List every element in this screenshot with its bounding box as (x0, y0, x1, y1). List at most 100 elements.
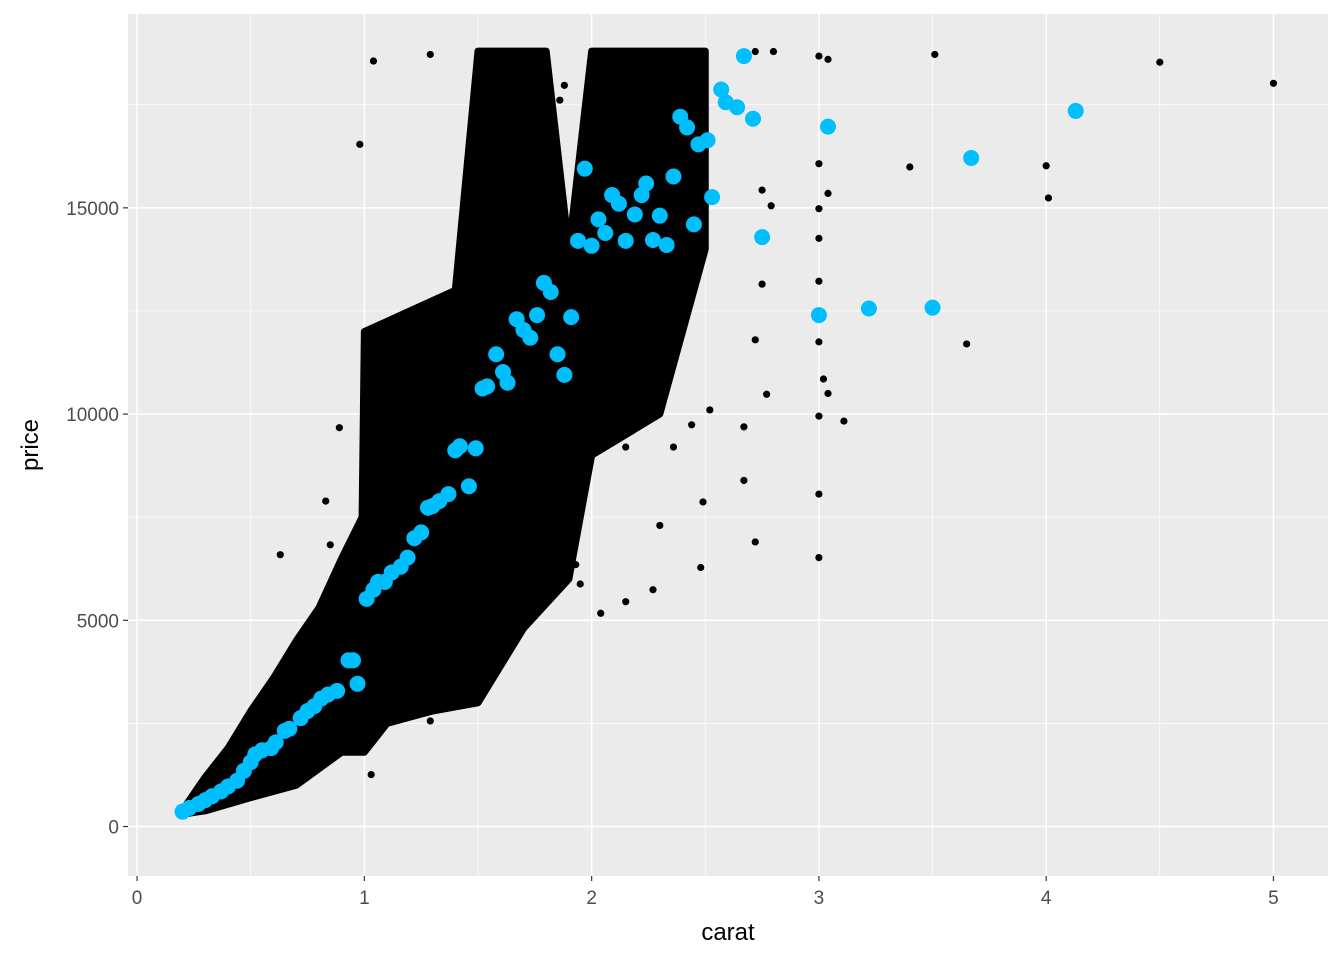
black-point (1156, 58, 1164, 66)
y-tick-label: 0 (108, 818, 119, 839)
x-tick-label: 3 (814, 888, 825, 909)
blue-point (563, 309, 580, 326)
black-point (906, 163, 914, 171)
blue-point (522, 329, 539, 346)
blue-point (329, 682, 346, 699)
black-point (751, 538, 759, 546)
blue-point (658, 236, 675, 253)
black-point (560, 81, 568, 89)
blue-point (590, 211, 607, 228)
black-point (815, 412, 823, 420)
black-point (538, 52, 546, 60)
blue-point (645, 232, 661, 249)
blue-point (924, 299, 941, 316)
black-point (367, 770, 375, 779)
black-point (656, 521, 664, 530)
y-axis-title: price (17, 419, 44, 471)
blue-point (549, 346, 566, 363)
black-point (840, 417, 848, 425)
blue-point (583, 237, 600, 254)
black-point (824, 55, 832, 63)
blue-point (1067, 102, 1084, 119)
blue-point (651, 207, 668, 224)
black-point (426, 50, 434, 59)
blue-point (685, 216, 702, 233)
blue-point (440, 486, 457, 503)
black-point (444, 658, 453, 666)
blue-point (699, 132, 716, 149)
black-point (369, 57, 378, 65)
black-point (815, 52, 823, 60)
x-axis-title: carat (701, 919, 755, 946)
black-point (815, 490, 823, 498)
blue-point (576, 160, 593, 177)
blue-point (713, 81, 730, 98)
black-point (769, 47, 778, 56)
black-point (740, 423, 748, 431)
blue-point (467, 440, 484, 457)
blue-point (754, 229, 771, 246)
black-point (699, 498, 707, 506)
blue-point (556, 366, 573, 383)
black-point (819, 375, 828, 383)
black-point (697, 563, 705, 572)
y-tick-label: 15000 (66, 199, 119, 220)
black-point (356, 140, 364, 148)
black-point (767, 202, 775, 210)
blue-point (704, 189, 721, 206)
black-point (688, 421, 696, 429)
black-point (597, 609, 605, 617)
blue-point (617, 232, 634, 249)
black-point (326, 541, 334, 549)
blue-point (542, 283, 559, 300)
blue-point (345, 652, 361, 669)
black-point (815, 234, 823, 242)
black-point (824, 189, 832, 198)
axis-ticks: 0 1 2 3 4 5 0 5000 10000 15000 (66, 199, 1279, 909)
black-point (335, 424, 343, 432)
blue-point (281, 720, 298, 737)
blue-point (413, 524, 430, 541)
black-point (494, 600, 503, 608)
black-point (751, 336, 759, 344)
black-point (758, 186, 766, 194)
blue-point (529, 307, 546, 324)
blue-point (810, 307, 827, 324)
x-tick-label: 0 (132, 888, 143, 909)
blue-point (820, 118, 836, 135)
blue-point (735, 48, 752, 65)
blue-point (860, 300, 877, 317)
black-point (649, 586, 657, 594)
black-point (815, 338, 823, 346)
blue-point (460, 478, 477, 495)
blue-point (479, 378, 496, 395)
black-point (751, 47, 759, 56)
blue-point (451, 438, 468, 455)
blue-point (570, 232, 586, 249)
black-point (758, 280, 766, 288)
blue-point (638, 175, 655, 192)
y-tick-label: 10000 (66, 405, 119, 426)
black-point (556, 96, 564, 104)
blue-point (488, 346, 505, 363)
x-tick-label: 1 (359, 888, 370, 909)
blue-point (267, 734, 284, 751)
data-points (174, 47, 1278, 820)
black-point (815, 205, 823, 213)
blue-point (665, 168, 682, 185)
x-tick-label: 2 (586, 888, 597, 909)
blue-point (610, 195, 627, 212)
black-point (824, 389, 832, 398)
blue-point (399, 549, 416, 566)
blue-point (679, 119, 696, 136)
x-tick-label: 5 (1268, 888, 1279, 909)
black-point (576, 580, 584, 588)
blue-point (499, 374, 516, 391)
black-point (931, 50, 939, 59)
black-point (474, 697, 482, 706)
blue-point (729, 99, 746, 116)
black-point (426, 717, 434, 725)
black-point (815, 160, 823, 168)
black-point (706, 406, 714, 414)
